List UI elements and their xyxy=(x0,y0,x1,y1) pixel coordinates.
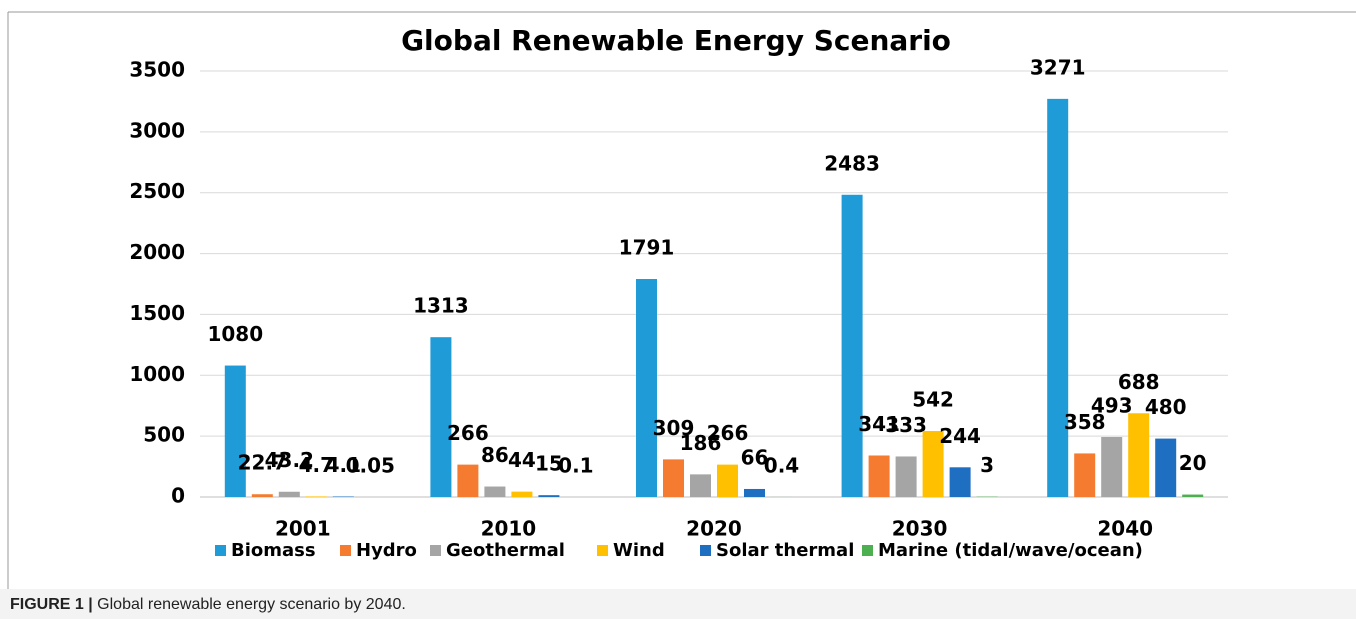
value-label: 43.2 xyxy=(265,448,314,472)
legend-swatch xyxy=(700,545,711,556)
value-label: 266 xyxy=(447,421,489,445)
x-tick-label: 2040 xyxy=(1097,517,1153,541)
bar xyxy=(841,194,863,497)
value-label: 358 xyxy=(1064,410,1106,434)
bar xyxy=(251,494,273,497)
bar xyxy=(744,488,765,497)
bar xyxy=(224,365,246,497)
bar xyxy=(511,491,533,497)
caption-band xyxy=(0,589,1356,619)
y-tick-label: 2500 xyxy=(129,179,185,203)
x-tick-label: 2020 xyxy=(686,517,742,541)
bar xyxy=(538,495,560,497)
value-label: 480 xyxy=(1145,395,1187,419)
y-tick-label: 1500 xyxy=(129,301,185,325)
y-tick-label: 3500 xyxy=(129,58,185,82)
chart-title: Global Renewable Energy Scenario xyxy=(401,24,951,57)
legend-label: Biomass xyxy=(231,540,316,561)
value-label: 1080 xyxy=(207,322,263,346)
legend-swatch xyxy=(430,545,441,556)
y-tick-label: 2000 xyxy=(129,240,185,264)
value-label: 1791 xyxy=(619,236,675,260)
x-tick-label: 2010 xyxy=(481,517,537,541)
x-tick-label: 2001 xyxy=(275,517,331,541)
legend-label: Hydro xyxy=(356,540,417,561)
legend-label: Marine (tidal/wave/ocean) xyxy=(878,540,1143,561)
x-tick-label: 2030 xyxy=(892,517,948,541)
bar xyxy=(430,337,452,497)
bar xyxy=(1128,413,1150,497)
caption-text: Global renewable energy scenario by 2040… xyxy=(97,596,406,613)
value-label: 186 xyxy=(680,431,722,455)
bar xyxy=(484,486,506,497)
value-label: 542 xyxy=(912,388,954,412)
legend-swatch xyxy=(215,545,226,556)
value-label: 0.4 xyxy=(764,453,799,477)
value-label: 1313 xyxy=(413,294,469,318)
value-label: 86 xyxy=(481,443,509,467)
legend-label: Geothermal xyxy=(446,540,565,561)
bar xyxy=(305,496,327,497)
legend-swatch xyxy=(340,545,351,556)
bar xyxy=(895,456,917,497)
bar xyxy=(1074,453,1096,497)
value-label: 66 xyxy=(741,445,769,469)
bar xyxy=(1101,436,1123,497)
value-label: 0.05 xyxy=(346,453,395,477)
value-label: 20 xyxy=(1179,451,1207,475)
value-label: 22.7 xyxy=(238,451,287,475)
value-label: 341 xyxy=(858,412,900,436)
y-tick-label: 500 xyxy=(143,423,185,447)
value-label: 266 xyxy=(707,421,749,445)
value-label: 244 xyxy=(939,424,981,448)
legend-swatch xyxy=(597,545,608,556)
legend-swatch xyxy=(862,545,873,556)
value-label: 493 xyxy=(1091,393,1133,417)
bar xyxy=(690,474,711,497)
legend-label: Solar thermal xyxy=(716,540,854,561)
y-tick-label: 0 xyxy=(171,484,185,508)
value-label: 15 xyxy=(535,452,563,476)
bar xyxy=(717,464,738,497)
y-tick-label: 1000 xyxy=(129,362,185,386)
value-label: 0.1 xyxy=(558,453,593,477)
value-label: 4.1 xyxy=(326,453,361,477)
bar xyxy=(922,431,944,497)
value-label: 2483 xyxy=(824,151,880,175)
value-label: 3271 xyxy=(1030,55,1086,79)
legend-label: Wind xyxy=(613,540,665,561)
bar xyxy=(278,491,300,497)
value-label: 3 xyxy=(980,453,994,477)
value-label: 688 xyxy=(1118,370,1160,394)
bar xyxy=(636,279,657,497)
bar xyxy=(1182,494,1204,497)
value-label: 309 xyxy=(653,416,695,440)
bar xyxy=(663,459,684,497)
caption-label: FIGURE 1 | xyxy=(10,596,93,613)
caption: FIGURE 1 | Global renewable energy scena… xyxy=(10,596,406,613)
bar xyxy=(868,455,890,497)
bar xyxy=(457,464,479,497)
bar xyxy=(1047,98,1069,498)
value-label: 4.7 xyxy=(299,453,334,477)
value-label: 44 xyxy=(508,448,536,472)
y-tick-label: 3000 xyxy=(129,118,185,142)
value-label: 333 xyxy=(885,413,927,437)
bar xyxy=(1155,438,1177,497)
bar xyxy=(949,467,971,497)
